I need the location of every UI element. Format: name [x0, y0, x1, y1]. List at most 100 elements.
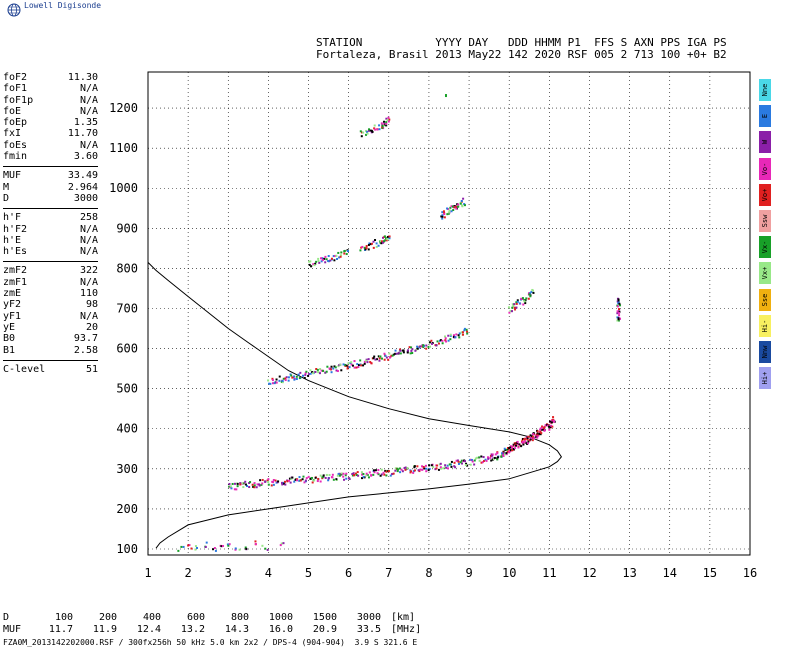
echo-point	[330, 365, 333, 368]
echo-point	[396, 467, 399, 470]
echo-point	[503, 447, 506, 450]
echo-point	[406, 467, 409, 470]
muf-value: 13.2	[180, 624, 205, 635]
echo-point	[448, 209, 451, 212]
echo-point	[522, 438, 525, 441]
echo-point	[347, 477, 350, 480]
echo-point	[359, 249, 362, 252]
distance-value: 200	[98, 612, 117, 623]
echo-point	[379, 474, 382, 477]
legend-entry: W	[758, 130, 772, 155]
echo-point	[333, 365, 336, 368]
echo-point	[244, 483, 247, 486]
param-value: N/A	[79, 105, 98, 117]
echo-point	[394, 352, 397, 355]
echo-point	[229, 485, 232, 488]
echo-point	[454, 336, 457, 339]
echo-point	[537, 434, 540, 437]
param-row: MUF 33.49	[3, 170, 98, 181]
echo-point	[518, 302, 521, 305]
param-value: 1.35	[73, 117, 98, 129]
echo-point	[309, 369, 312, 372]
echo-point	[295, 375, 298, 378]
echo-point	[523, 298, 526, 301]
echo-point	[281, 380, 284, 383]
echo-point	[514, 443, 517, 446]
echo-point	[617, 301, 620, 304]
echo-point	[299, 371, 302, 374]
echo-point	[500, 455, 503, 458]
echo-point	[516, 440, 519, 443]
echo-point	[251, 483, 254, 486]
param-label: yE	[3, 321, 16, 333]
echo-point	[327, 479, 330, 482]
echo-point	[385, 121, 388, 124]
echo-point	[441, 342, 444, 345]
echo-point	[326, 365, 329, 368]
echo-point	[317, 259, 320, 262]
echo-point	[244, 480, 247, 483]
echo-point	[372, 240, 375, 243]
echo-point	[490, 459, 493, 462]
param-label: fxI	[3, 128, 22, 140]
echo-point	[387, 470, 390, 473]
echo-point	[505, 453, 508, 456]
muf-value: 11.9	[92, 624, 117, 635]
echo-point	[360, 135, 363, 138]
echo-point	[369, 361, 372, 364]
echo-point	[404, 468, 407, 471]
y-tick-label: 1200	[109, 101, 138, 115]
echo-point	[406, 349, 409, 352]
echo-point	[616, 316, 619, 319]
echo-point	[387, 358, 390, 361]
echo-point	[447, 339, 450, 342]
echo-point	[444, 337, 447, 340]
legend-label: Sse	[761, 293, 769, 306]
echo-point	[418, 346, 421, 349]
echo-point	[466, 330, 469, 333]
echo-point	[476, 456, 479, 459]
echo-point	[327, 260, 330, 263]
echo-point	[297, 373, 300, 376]
legend-entry: Vx+	[758, 261, 772, 286]
param-label: foF1	[3, 83, 28, 95]
echo-point	[375, 358, 378, 361]
echo-point	[319, 480, 322, 483]
param-row: foE N/A	[3, 106, 98, 117]
es-echo-point	[238, 548, 241, 551]
echo-point	[324, 255, 327, 258]
echo-point	[361, 245, 364, 248]
echo-point	[511, 447, 514, 450]
echo-point	[455, 207, 458, 210]
echo-point	[357, 364, 360, 367]
echo-point	[343, 249, 346, 252]
echo-point	[235, 488, 238, 491]
echo-point	[253, 486, 256, 489]
echo-point	[344, 474, 347, 477]
es-echo-point	[194, 545, 197, 548]
echo-point	[402, 351, 405, 354]
echo-point	[307, 475, 310, 478]
echo-point	[399, 471, 402, 474]
echo-point	[233, 488, 236, 491]
echo-point	[287, 379, 290, 382]
echo-point	[249, 481, 252, 484]
echo-point	[332, 367, 335, 370]
echo-point	[451, 205, 454, 208]
legend-entry: Vo+	[758, 182, 772, 207]
echo-point	[378, 357, 381, 360]
echo-point	[441, 217, 444, 220]
echo-point	[348, 366, 351, 369]
echo-point	[336, 474, 339, 477]
echo-point	[385, 122, 388, 125]
echo-point	[443, 216, 446, 219]
legend-label: Vo-	[761, 162, 769, 175]
param-row: foF1p N/A	[3, 95, 98, 106]
echo-point	[298, 377, 301, 380]
echo-point	[337, 251, 340, 254]
echo-point	[287, 376, 290, 379]
echo-point	[462, 333, 465, 336]
param-value: 11.70	[67, 128, 98, 140]
echo-point	[304, 373, 307, 376]
echo-point	[324, 261, 327, 264]
